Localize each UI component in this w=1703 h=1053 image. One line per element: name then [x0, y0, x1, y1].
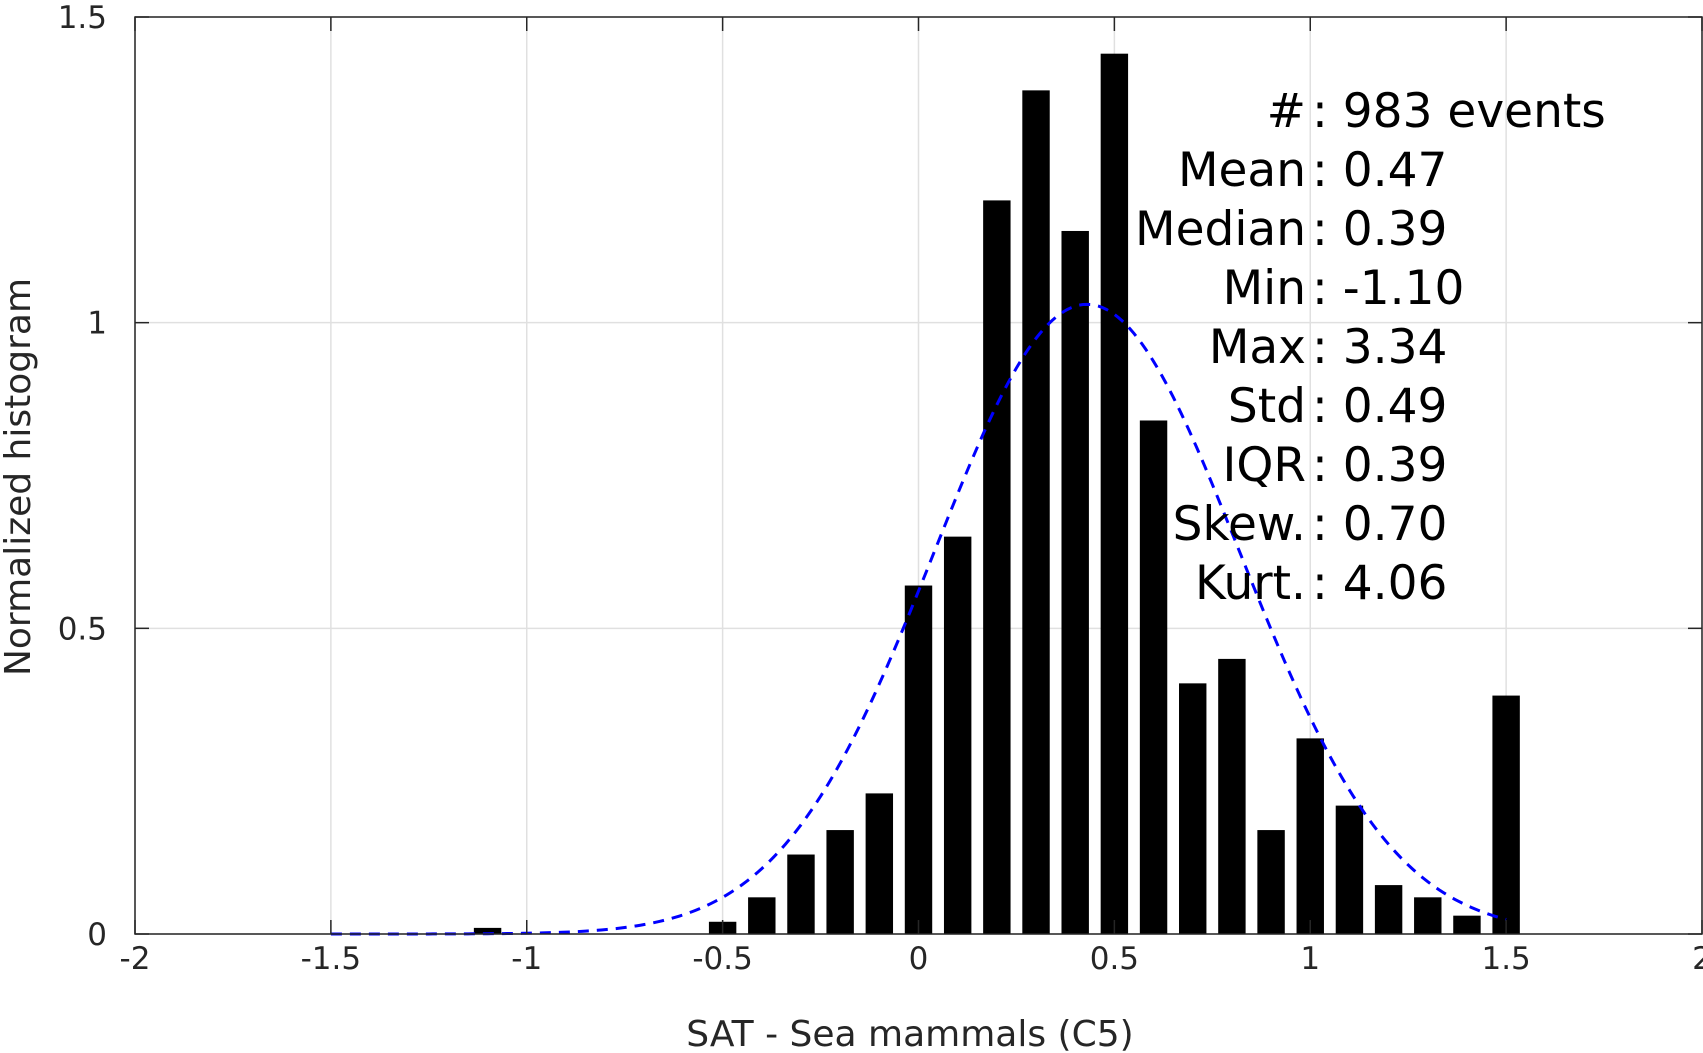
x-tick-labels: -2 -1.5 -1 -0.5 0 0.5 1 1.5 2: [120, 941, 1703, 977]
histogram-bar: [1022, 90, 1050, 935]
stat-name: IQR: [1222, 438, 1306, 493]
y-tick-label: 1: [87, 306, 107, 342]
histogram-bar: [1139, 420, 1168, 935]
histogram-bar: [1218, 658, 1246, 934]
stat-name: Median: [1135, 202, 1306, 257]
stat-name: Skew.: [1173, 497, 1306, 552]
stat-value: : 0.70: [1312, 497, 1447, 552]
histogram-bar: [1179, 683, 1207, 934]
histogram-bar: [748, 897, 776, 934]
x-tick-label: 2: [1692, 941, 1703, 977]
stat-name: Max: [1209, 320, 1306, 375]
stat-value: : 0.39: [1312, 438, 1447, 493]
histogram-bar: [983, 200, 1011, 934]
histogram-bar: [473, 927, 502, 934]
histogram-bar: [943, 536, 972, 934]
stat-name: Kurt.: [1195, 556, 1306, 611]
histogram-bar: [865, 793, 894, 934]
x-tick-label: -1.5: [301, 941, 362, 977]
y-tick-label: 0: [87, 917, 107, 953]
y-tick-labels: 0 0.5 1 1.5: [58, 0, 107, 953]
histogram-bar: [787, 854, 815, 934]
x-tick-label: -0.5: [692, 941, 753, 977]
x-tick-label: 1: [1300, 941, 1320, 977]
stat-name: Std: [1228, 379, 1306, 434]
histogram-bar: [1061, 230, 1089, 934]
stat-value: : 0.49: [1312, 379, 1447, 434]
histogram-bar: [904, 585, 933, 934]
x-tick-label: -1: [511, 941, 542, 977]
stat-value: : 0.47: [1312, 143, 1447, 198]
stat-value: : 0.39: [1312, 202, 1447, 257]
histogram-bars: [473, 53, 1520, 935]
histogram-bar: [1374, 885, 1403, 934]
y-tick-label: 0.5: [58, 611, 107, 647]
stat-name: Mean: [1178, 143, 1306, 198]
stat-name: Min: [1223, 261, 1306, 316]
x-tick-label: 0.5: [1090, 941, 1139, 977]
plot-frame: [134, 16, 1703, 935]
axes-box: [134, 16, 1703, 935]
stat-name: #: [1267, 84, 1306, 139]
x-tick-label: -2: [120, 941, 151, 977]
x-tick-label: 1.5: [1481, 941, 1530, 977]
histogram-bar: [1296, 738, 1324, 934]
histogram-bar: [1335, 805, 1364, 934]
x-axis-label: SAT - Sea mammals (C5): [686, 1014, 1133, 1053]
y-tick-label: 1.5: [58, 0, 107, 36]
histogram-bar: [1414, 897, 1442, 934]
histogram-bar: [826, 830, 854, 934]
stat-value: : 983 events: [1312, 84, 1606, 139]
histogram-bar: [1257, 830, 1285, 934]
y-axis-label: Normalized histogram: [0, 278, 39, 676]
stat-value: : -1.10: [1312, 261, 1464, 316]
stat-value: : 3.34: [1312, 320, 1447, 375]
stat-value: : 4.06: [1312, 556, 1447, 611]
histogram-bar: [1100, 53, 1129, 935]
histogram-bar: [1453, 915, 1481, 934]
x-tick-label: 0: [909, 941, 929, 977]
histogram-bar: [1492, 695, 1520, 934]
